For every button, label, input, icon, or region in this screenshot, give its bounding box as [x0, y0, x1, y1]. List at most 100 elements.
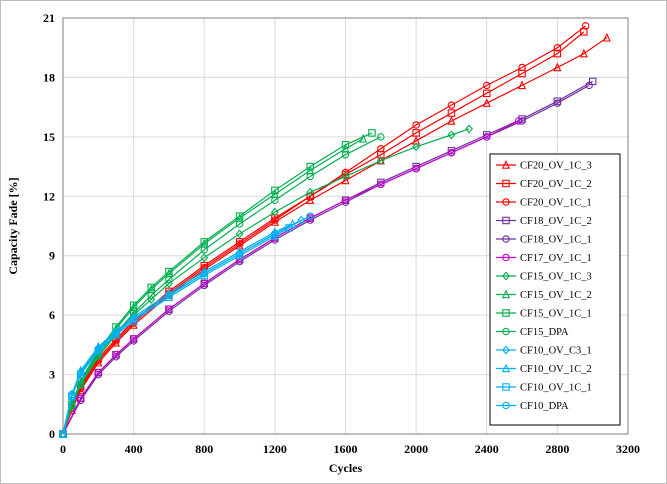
data-point: [271, 186, 279, 195]
legend-marker: [501, 289, 511, 299]
legend-marker: [502, 309, 510, 317]
data-point: [306, 192, 314, 201]
data-point: [447, 130, 456, 140]
data-point: [200, 253, 209, 263]
data-point: [412, 129, 420, 137]
legend-item: CF10_OV_C3_1: [496, 345, 592, 357]
series-cf17-ov-1c-1: [59, 117, 523, 438]
legend-label: CF15_OV_1C_3: [520, 272, 592, 283]
legend-label: CF10_OV_1C_1: [520, 383, 592, 394]
legend-label: CF10_DPA: [520, 401, 569, 412]
series-line: [62, 120, 519, 435]
data-point: [235, 246, 244, 256]
data-point: [94, 368, 103, 377]
legend-marker: [502, 216, 510, 225]
data-point: [129, 315, 138, 323]
legend-marker: [502, 198, 510, 206]
data-point: [447, 101, 456, 109]
series-cf10-ov-1c-1: [59, 224, 293, 438]
data-point: [377, 144, 385, 153]
y-axis-label: Capacity Fade [%]: [6, 177, 20, 274]
data-point: [76, 370, 85, 379]
data-point: [235, 212, 244, 220]
data-point: [581, 22, 590, 30]
data-point: [68, 390, 76, 399]
series-cf10-ov-1c-2: [58, 219, 297, 438]
legend-label: CF20_OV_1C_3: [520, 161, 592, 172]
data-point: [112, 329, 120, 337]
legend-label: CF15_OV_1C_2: [520, 290, 592, 301]
legend-marker: [502, 401, 510, 410]
data-point: [447, 148, 456, 157]
legend-marker: [502, 383, 510, 391]
data-point: [306, 187, 315, 197]
legend-marker: [502, 345, 510, 355]
data-point: [76, 368, 85, 377]
data-point: [377, 133, 385, 141]
data-point: [271, 230, 279, 238]
y-tick-label: 0: [49, 427, 55, 441]
legend-item: CF15_DPA: [496, 327, 569, 338]
data-point: [465, 124, 474, 134]
x-tick-label: 0: [60, 442, 66, 456]
data-point: [518, 80, 527, 90]
data-point: [514, 117, 523, 125]
data-point: [200, 279, 209, 288]
data-point: [518, 63, 526, 72]
series-line: [62, 128, 470, 435]
legend-item: CF15_OV_1C_3: [496, 271, 592, 283]
legend-item: CF18_OV_1C_2: [496, 216, 592, 227]
data-point: [165, 267, 173, 276]
legend: CF20_OV_1C_3 CF20_OV_1C_2 CF20_OV_1C_1 CF18…: [489, 153, 621, 426]
y-tick-label: 3: [49, 368, 55, 382]
x-tick-label: 400: [125, 442, 143, 456]
legend-label: CF15_OV_1C_1: [520, 309, 592, 320]
data-point: [341, 150, 350, 159]
data-point: [94, 370, 103, 379]
data-point: [376, 156, 385, 166]
series-cf15-ov-1c-3: [59, 124, 474, 439]
legend-label: CF18_OV_1C_2: [520, 216, 592, 227]
data-point: [129, 312, 138, 321]
legend-label: CF20_OV_1C_1: [520, 198, 592, 209]
data-point: [129, 337, 138, 345]
legend-marker: [502, 235, 510, 243]
data-point: [76, 394, 85, 403]
series-line: [62, 132, 373, 435]
plot-area-border: [62, 17, 629, 435]
data-point: [147, 283, 156, 292]
legend-label: CF10_OV_1C_2: [520, 364, 592, 375]
x-tick-label: 2800: [545, 442, 569, 456]
data-point: [200, 266, 209, 276]
y-tick-label: 6: [49, 308, 55, 322]
data-point: [235, 249, 244, 258]
data-point: [129, 335, 138, 343]
data-point: [447, 109, 456, 117]
y-tick-label: 21: [43, 11, 55, 25]
data-point: [341, 168, 350, 177]
data-point: [270, 226, 279, 236]
data-point: [129, 301, 138, 309]
series-line: [62, 138, 364, 435]
data-point: [306, 172, 314, 181]
data-point: [482, 89, 491, 98]
legend-marker: [501, 363, 511, 373]
legend-item: CF10_OV_1C_2: [496, 363, 592, 375]
series-cf10-ov-c3-1: [59, 215, 306, 439]
series-cf15-ov-1c-2: [58, 133, 368, 438]
legend-marker: [502, 179, 510, 188]
data-point: [270, 207, 279, 217]
legend-item: CF15_OV_1C_2: [496, 289, 592, 301]
data-point: [112, 351, 120, 359]
legend-box: [489, 153, 621, 426]
data-point: [412, 164, 420, 173]
data-point: [112, 331, 120, 339]
legend-item: CF10_OV_1C_1: [496, 383, 592, 394]
legend-marker: [501, 159, 511, 169]
data-point: [235, 229, 244, 239]
y-tick-label: 9: [49, 249, 55, 263]
y-tick-label: 12: [43, 189, 55, 203]
x-tick-label: 1600: [334, 442, 358, 456]
data-point: [377, 180, 385, 189]
